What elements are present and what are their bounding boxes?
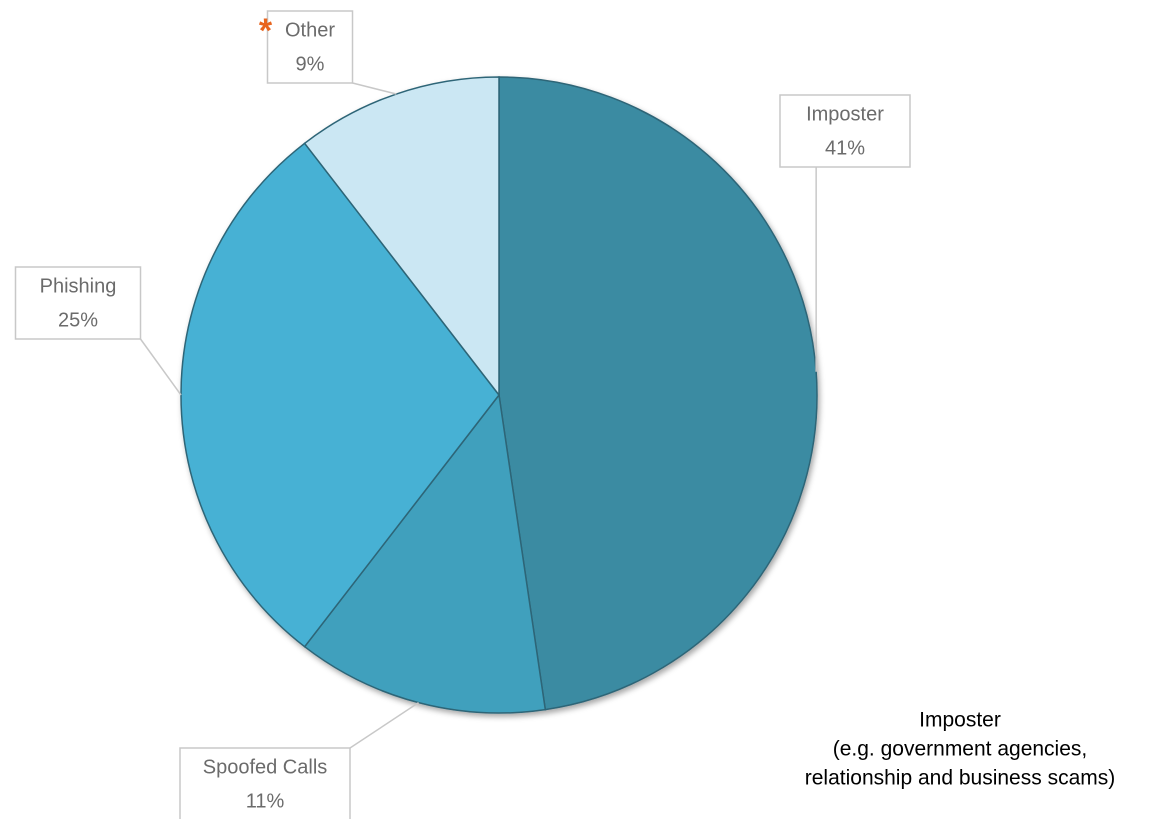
labels: Imposter 41% Spoofed Calls 11% Phishing 25% Ot… [14,10,911,819]
marker: * [259,12,273,50]
slice [303,76,500,398]
value-label: 11% [246,790,285,812]
leader-line [349,702,419,749]
annotation: (e.g. government agencies, [833,738,1087,761]
slice [303,393,547,714]
label-box [266,10,354,84]
slice [180,142,500,648]
annotation: relationship and business scams) [805,767,1116,790]
category-label: Phishing [40,275,117,297]
label-box [14,266,142,340]
leader-line [139,338,182,396]
category-label: Spoofed Calls [203,756,328,778]
label-box [179,747,351,819]
annotation: Imposter [919,709,1001,732]
label-box [779,94,911,168]
value-label: 41% [825,137,865,159]
value-label: 9% [296,53,325,75]
category-label: Imposter [806,103,884,125]
pie [180,76,818,714]
slice [498,76,818,711]
value-label: 25% [58,309,98,331]
leader-line [352,82,397,95]
category-label: Other [285,19,335,41]
